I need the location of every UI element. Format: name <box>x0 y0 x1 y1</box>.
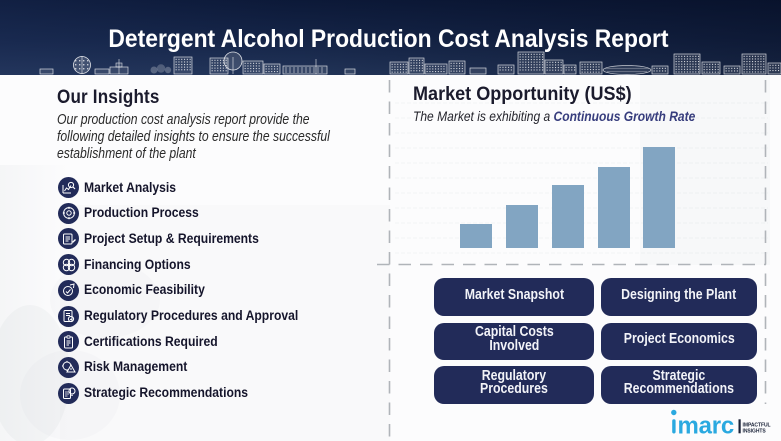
svg-text:marc: marc <box>678 412 735 439</box>
svg-text:IMPACTFUL: IMPACTFUL <box>743 423 771 429</box>
svg-text:INSIGHTS: INSIGHTS <box>743 428 767 434</box>
